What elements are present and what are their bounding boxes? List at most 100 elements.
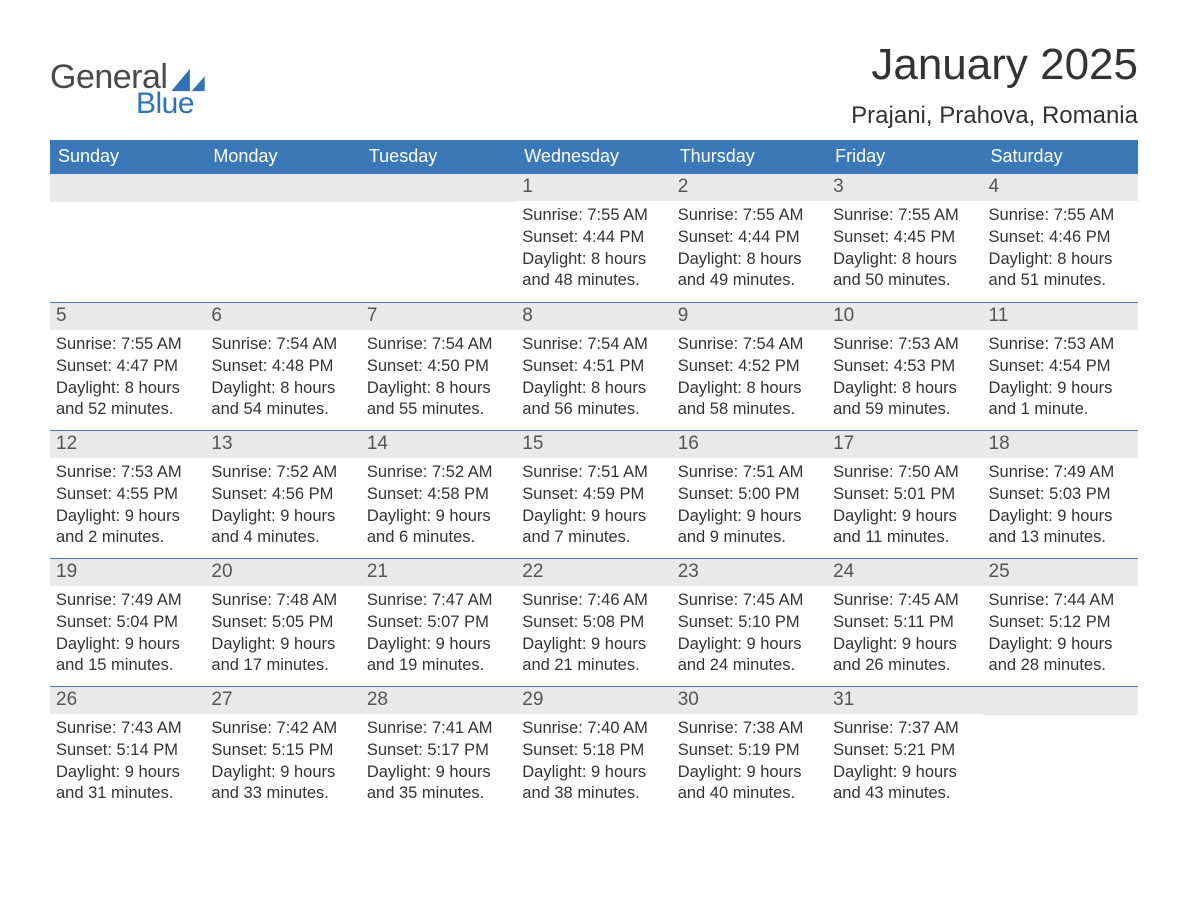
day-cell: 14Sunrise: 7:52 AMSunset: 4:58 PMDayligh… bbox=[361, 431, 516, 558]
daylight-line1: Daylight: 9 hours bbox=[56, 634, 199, 656]
daylight-line2: and 49 minutes. bbox=[678, 270, 821, 292]
day-body: Sunrise: 7:52 AMSunset: 4:58 PMDaylight:… bbox=[361, 458, 516, 555]
day-body: Sunrise: 7:55 AMSunset: 4:44 PMDaylight:… bbox=[672, 201, 827, 298]
daylight-line1: Daylight: 9 hours bbox=[833, 506, 976, 528]
sunrise-text: Sunrise: 7:51 AM bbox=[522, 462, 665, 484]
daylight-line2: and 7 minutes. bbox=[522, 527, 665, 549]
day-cell: 18Sunrise: 7:49 AMSunset: 5:03 PMDayligh… bbox=[983, 431, 1138, 558]
day-number: 16 bbox=[672, 431, 827, 458]
sunset-text: Sunset: 4:58 PM bbox=[367, 484, 510, 506]
logo-block: General Blue bbox=[50, 40, 207, 121]
sunset-text: Sunset: 4:54 PM bbox=[989, 356, 1132, 378]
day-body: Sunrise: 7:50 AMSunset: 5:01 PMDaylight:… bbox=[827, 458, 982, 555]
daylight-line2: and 58 minutes. bbox=[678, 399, 821, 421]
daylight-line2: and 4 minutes. bbox=[211, 527, 354, 549]
day-cell: 17Sunrise: 7:50 AMSunset: 5:01 PMDayligh… bbox=[827, 431, 982, 558]
day-body: Sunrise: 7:51 AMSunset: 5:00 PMDaylight:… bbox=[672, 458, 827, 555]
sunrise-text: Sunrise: 7:44 AM bbox=[989, 590, 1132, 612]
sunrise-text: Sunrise: 7:48 AM bbox=[211, 590, 354, 612]
sunrise-text: Sunrise: 7:38 AM bbox=[678, 718, 821, 740]
sunrise-text: Sunrise: 7:55 AM bbox=[56, 334, 199, 356]
day-number: 25 bbox=[983, 559, 1138, 586]
daylight-line2: and 17 minutes. bbox=[211, 655, 354, 677]
day-number: 21 bbox=[361, 559, 516, 586]
empty-day-cell bbox=[983, 687, 1138, 814]
day-number: 9 bbox=[672, 303, 827, 330]
day-number: 19 bbox=[50, 559, 205, 586]
day-cell: 21Sunrise: 7:47 AMSunset: 5:07 PMDayligh… bbox=[361, 559, 516, 686]
empty-day-cell bbox=[50, 174, 205, 302]
sunrise-text: Sunrise: 7:54 AM bbox=[678, 334, 821, 356]
day-cell: 1Sunrise: 7:55 AMSunset: 4:44 PMDaylight… bbox=[516, 174, 671, 302]
daylight-line2: and 1 minute. bbox=[989, 399, 1132, 421]
sunset-text: Sunset: 5:03 PM bbox=[989, 484, 1132, 506]
day-body: Sunrise: 7:55 AMSunset: 4:44 PMDaylight:… bbox=[516, 201, 671, 298]
daylight-line1: Daylight: 9 hours bbox=[367, 634, 510, 656]
location: Prajani, Prahova, Romania bbox=[851, 102, 1138, 130]
day-body: Sunrise: 7:41 AMSunset: 5:17 PMDaylight:… bbox=[361, 714, 516, 811]
daylight-line2: and 50 minutes. bbox=[833, 270, 976, 292]
day-cell: 7Sunrise: 7:54 AMSunset: 4:50 PMDaylight… bbox=[361, 303, 516, 430]
daylight-line1: Daylight: 8 hours bbox=[833, 378, 976, 400]
week-row: 26Sunrise: 7:43 AMSunset: 5:14 PMDayligh… bbox=[50, 686, 1138, 814]
day-number: 14 bbox=[361, 431, 516, 458]
daylight-line1: Daylight: 9 hours bbox=[989, 634, 1132, 656]
sunset-text: Sunset: 4:44 PM bbox=[522, 227, 665, 249]
day-body: Sunrise: 7:54 AMSunset: 4:50 PMDaylight:… bbox=[361, 330, 516, 427]
day-cell: 15Sunrise: 7:51 AMSunset: 4:59 PMDayligh… bbox=[516, 431, 671, 558]
day-cell: 10Sunrise: 7:53 AMSunset: 4:53 PMDayligh… bbox=[827, 303, 982, 430]
daylight-line2: and 15 minutes. bbox=[56, 655, 199, 677]
week-row: 19Sunrise: 7:49 AMSunset: 5:04 PMDayligh… bbox=[50, 558, 1138, 686]
daylight-line2: and 54 minutes. bbox=[211, 399, 354, 421]
sunset-text: Sunset: 4:53 PM bbox=[833, 356, 976, 378]
day-cell: 26Sunrise: 7:43 AMSunset: 5:14 PMDayligh… bbox=[50, 687, 205, 814]
day-body: Sunrise: 7:45 AMSunset: 5:11 PMDaylight:… bbox=[827, 586, 982, 683]
day-body: Sunrise: 7:54 AMSunset: 4:51 PMDaylight:… bbox=[516, 330, 671, 427]
daylight-line2: and 19 minutes. bbox=[367, 655, 510, 677]
daylight-line2: and 43 minutes. bbox=[833, 783, 976, 805]
day-cell: 27Sunrise: 7:42 AMSunset: 5:15 PMDayligh… bbox=[205, 687, 360, 814]
day-cell: 25Sunrise: 7:44 AMSunset: 5:12 PMDayligh… bbox=[983, 559, 1138, 686]
day-cell: 22Sunrise: 7:46 AMSunset: 5:08 PMDayligh… bbox=[516, 559, 671, 686]
daylight-line1: Daylight: 9 hours bbox=[522, 506, 665, 528]
sunrise-text: Sunrise: 7:47 AM bbox=[367, 590, 510, 612]
empty-strip bbox=[983, 687, 1138, 715]
sunrise-text: Sunrise: 7:45 AM bbox=[678, 590, 821, 612]
sunrise-text: Sunrise: 7:54 AM bbox=[211, 334, 354, 356]
sunrise-text: Sunrise: 7:50 AM bbox=[833, 462, 976, 484]
sunrise-text: Sunrise: 7:41 AM bbox=[367, 718, 510, 740]
day-body: Sunrise: 7:44 AMSunset: 5:12 PMDaylight:… bbox=[983, 586, 1138, 683]
week-row: 1Sunrise: 7:55 AMSunset: 4:44 PMDaylight… bbox=[50, 174, 1138, 302]
day-body: Sunrise: 7:42 AMSunset: 5:15 PMDaylight:… bbox=[205, 714, 360, 811]
day-body: Sunrise: 7:37 AMSunset: 5:21 PMDaylight:… bbox=[827, 714, 982, 811]
day-cell: 31Sunrise: 7:37 AMSunset: 5:21 PMDayligh… bbox=[827, 687, 982, 814]
day-number: 29 bbox=[516, 687, 671, 714]
day-cell: 3Sunrise: 7:55 AMSunset: 4:45 PMDaylight… bbox=[827, 174, 982, 302]
week-row: 12Sunrise: 7:53 AMSunset: 4:55 PMDayligh… bbox=[50, 430, 1138, 558]
day-cell: 12Sunrise: 7:53 AMSunset: 4:55 PMDayligh… bbox=[50, 431, 205, 558]
daylight-line1: Daylight: 9 hours bbox=[522, 634, 665, 656]
daylight-line1: Daylight: 9 hours bbox=[211, 634, 354, 656]
day-cell: 29Sunrise: 7:40 AMSunset: 5:18 PMDayligh… bbox=[516, 687, 671, 814]
day-body: Sunrise: 7:54 AMSunset: 4:48 PMDaylight:… bbox=[205, 330, 360, 427]
daylight-line2: and 21 minutes. bbox=[522, 655, 665, 677]
day-body: Sunrise: 7:51 AMSunset: 4:59 PMDaylight:… bbox=[516, 458, 671, 555]
day-cell: 28Sunrise: 7:41 AMSunset: 5:17 PMDayligh… bbox=[361, 687, 516, 814]
day-number: 17 bbox=[827, 431, 982, 458]
daylight-line2: and 55 minutes. bbox=[367, 399, 510, 421]
sunset-text: Sunset: 4:46 PM bbox=[989, 227, 1132, 249]
sunset-text: Sunset: 5:12 PM bbox=[989, 612, 1132, 634]
sunset-text: Sunset: 5:21 PM bbox=[833, 740, 976, 762]
header: General Blue January 2025 Prajani, Praho… bbox=[50, 40, 1138, 130]
daylight-line2: and 13 minutes. bbox=[989, 527, 1132, 549]
sunrise-text: Sunrise: 7:37 AM bbox=[833, 718, 976, 740]
day-body: Sunrise: 7:40 AMSunset: 5:18 PMDaylight:… bbox=[516, 714, 671, 811]
day-cell: 2Sunrise: 7:55 AMSunset: 4:44 PMDaylight… bbox=[672, 174, 827, 302]
sunset-text: Sunset: 5:05 PM bbox=[211, 612, 354, 634]
sunset-text: Sunset: 4:56 PM bbox=[211, 484, 354, 506]
day-cell: 19Sunrise: 7:49 AMSunset: 5:04 PMDayligh… bbox=[50, 559, 205, 686]
day-body: Sunrise: 7:53 AMSunset: 4:55 PMDaylight:… bbox=[50, 458, 205, 555]
day-cell: 8Sunrise: 7:54 AMSunset: 4:51 PMDaylight… bbox=[516, 303, 671, 430]
weekday-friday: Friday bbox=[827, 140, 982, 174]
daylight-line2: and 52 minutes. bbox=[56, 399, 199, 421]
